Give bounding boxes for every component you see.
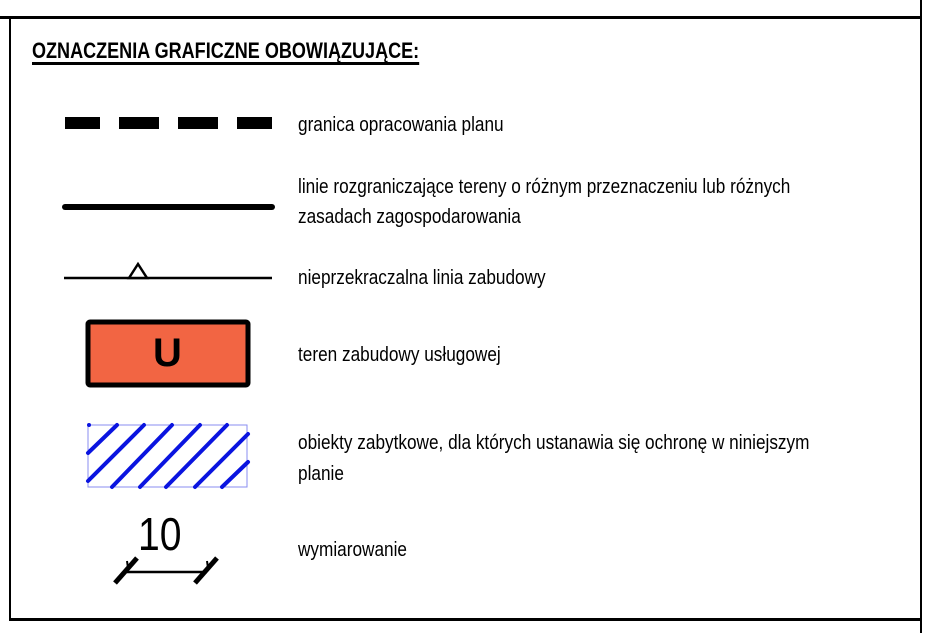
dimension-value: 10 — [138, 508, 182, 560]
legend-label-plan-boundary: granica opracowania planu — [298, 114, 504, 136]
service-zone-box — [85, 319, 251, 388]
legend-label-dimension: wymiarowanie — [298, 539, 407, 561]
dashed-line-symbol — [65, 117, 272, 129]
frame-left-line — [9, 16, 11, 621]
frame-right-line — [920, 0, 922, 633]
dimension-symbol — [113, 556, 219, 585]
service-zone-symbol-text: U — [153, 331, 182, 375]
building-line-symbol — [64, 261, 272, 280]
hatched-box-symbol — [86, 423, 250, 489]
frame-top-line — [0, 16, 922, 19]
legend-title: OZNACZENIA GRAFICZNE OBOWIĄZUJĄCE: — [32, 38, 420, 63]
legend-label-dividing-lines-1: linie rozgraniczające tereny o różnym pr… — [298, 176, 791, 198]
legend-label-building-line: nieprzekraczalna linia zabudowy — [298, 267, 546, 289]
legend-label-monuments-2: planie — [298, 463, 344, 485]
frame-bottom-line — [9, 618, 922, 621]
legend-label-dividing-lines-2: zasadach zagospodarowania — [298, 206, 521, 228]
legend-label-service-zone: teren zabudowy usługowej — [298, 344, 501, 366]
legend-label-monuments-1: obiekty zabytkowe, dla których ustanawia… — [298, 432, 810, 454]
